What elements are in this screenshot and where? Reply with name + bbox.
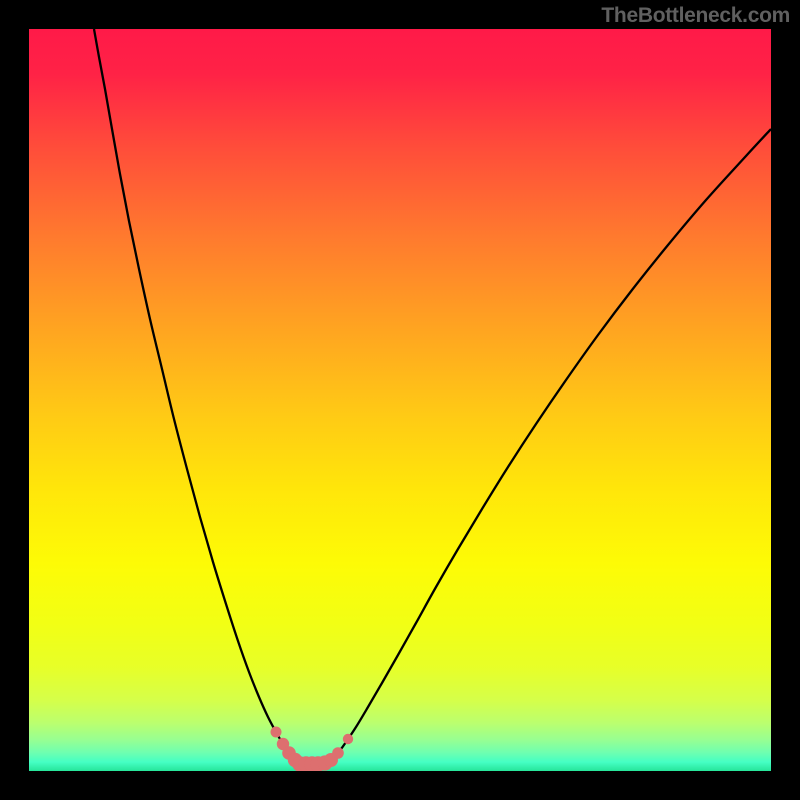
curve-dot [332,747,344,759]
curve-layer [29,29,771,771]
curve-dot [271,727,282,738]
curve-dots [271,727,354,772]
plot-area [29,29,771,771]
watermark-text: TheBottleneck.com [601,4,790,28]
chart-outer: TheBottleneck.com [0,0,800,800]
bottleneck-curve [94,29,771,764]
curve-dot [343,734,353,744]
